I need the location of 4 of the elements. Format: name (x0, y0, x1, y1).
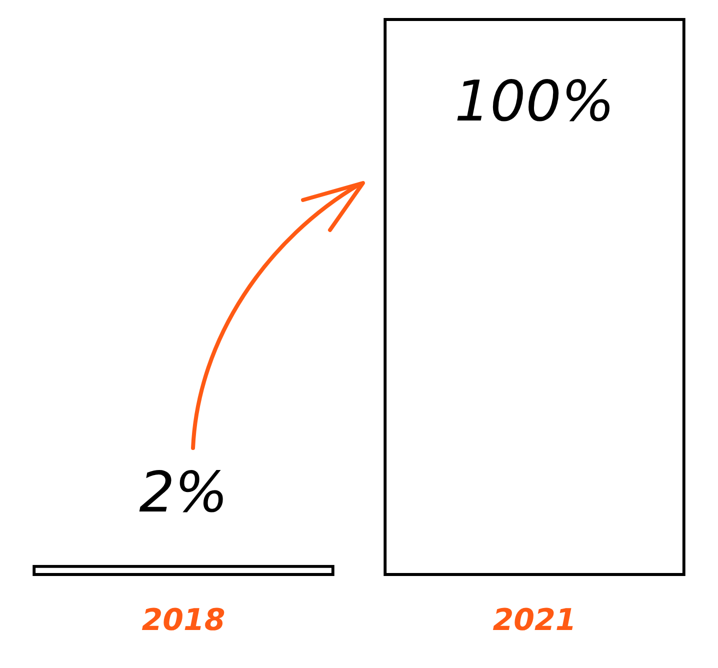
x-tick-label: 2021 (492, 602, 576, 638)
data-label: 2% (139, 460, 228, 526)
x-tick-label: 2018 (142, 602, 226, 638)
data-label: 100% (454, 70, 615, 135)
